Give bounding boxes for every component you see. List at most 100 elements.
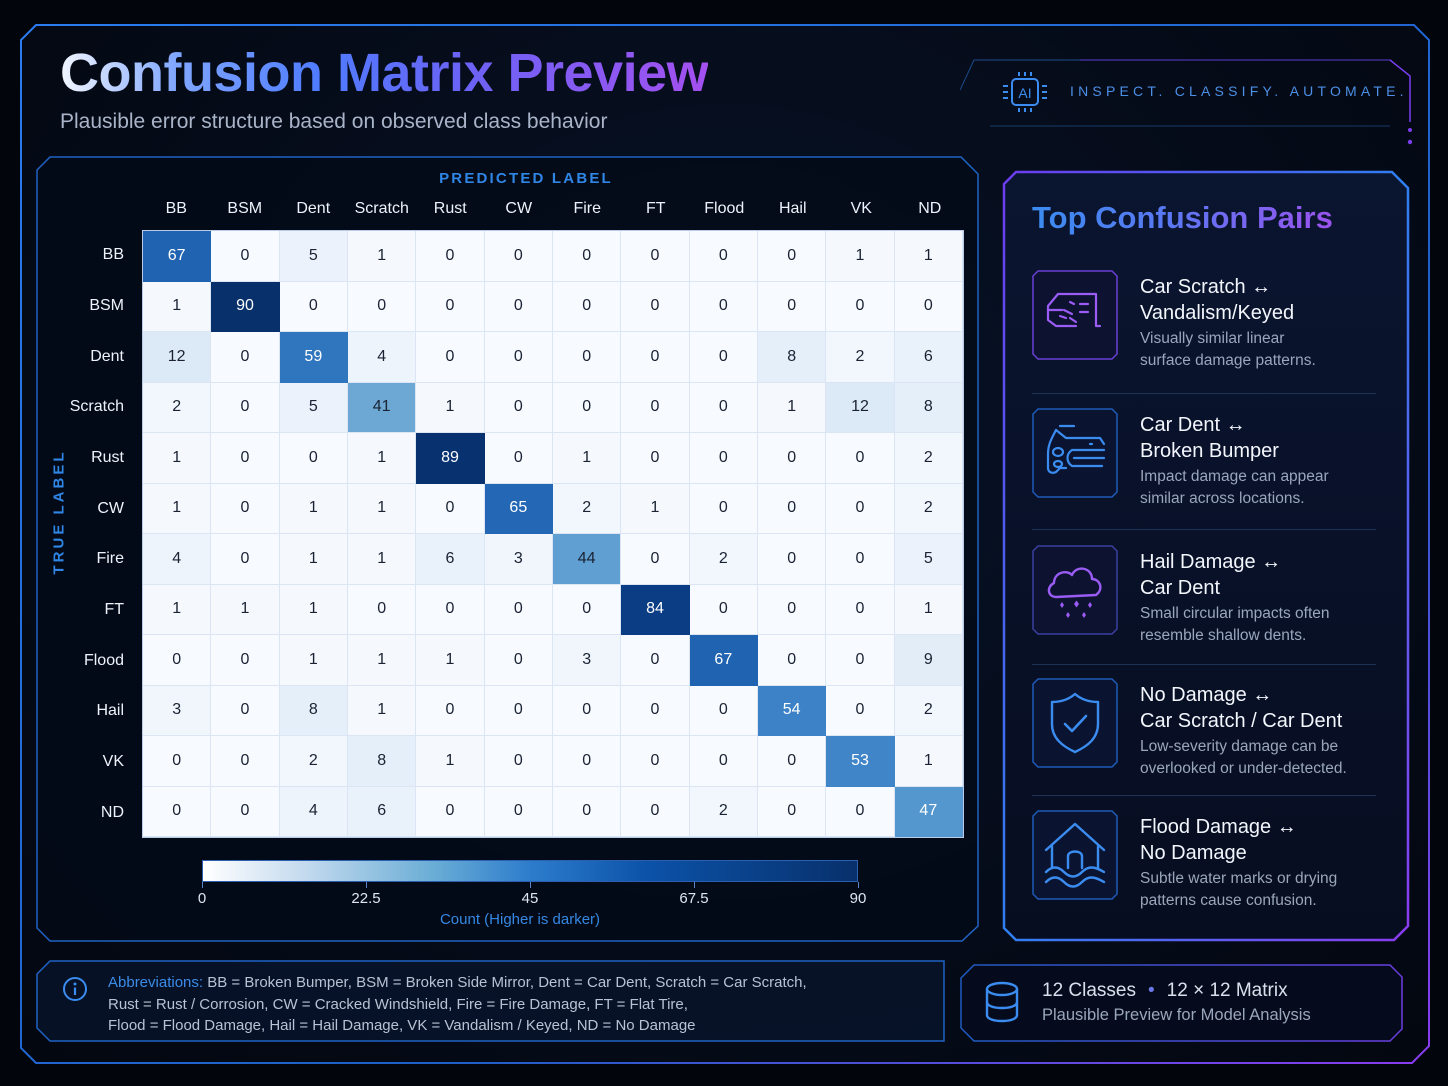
matrix-cell: 0 [689, 382, 758, 433]
matrix-cell: 4 [348, 332, 417, 383]
matrix-cell: 0 [484, 635, 553, 686]
column-header: VK [850, 200, 872, 217]
matrix-cell: 0 [826, 786, 895, 837]
matrix-cell: 1 [348, 483, 417, 534]
ai-chip-icon: AI [1003, 72, 1047, 112]
column-header: BSM [227, 200, 263, 217]
confusion-matrix-grid: 67 0 5 1 0 0 0 0 0 0 1 1 1 90 0 0 0 0 0 0 0 0 0 0 12 0 59 4 0 0 0 0 0 8 2 6… [142, 230, 964, 838]
matrix-cell: 0 [758, 635, 827, 686]
matrix-cell: 0 [758, 483, 827, 534]
matrix-cell: 1 [348, 231, 417, 282]
matrix-cell: 9 [894, 635, 963, 686]
matrix-cell: 0 [211, 685, 280, 736]
matrix-cell: 6 [894, 332, 963, 383]
page-title: Confusion Matrix Preview [60, 43, 709, 103]
matrix-cell: 1 [279, 534, 348, 585]
row-header: VK [102, 753, 124, 771]
row-header: Dent [90, 347, 124, 365]
matrix-cell: 2 [689, 786, 758, 837]
matrix-cell: 3 [484, 534, 553, 585]
matrix-cell: 1 [279, 584, 348, 635]
column-headers: BB BSM Dent Scratch Rust CW Fire FT Flood Hail VK N… [142, 200, 964, 222]
column-header: ND [918, 200, 942, 217]
matrix-cell: 47 [894, 786, 963, 837]
matrix-cell: 2 [279, 736, 348, 787]
matrix-cell: 1 [416, 382, 485, 433]
column-header: CW [505, 200, 533, 217]
matrix-cell: 0 [689, 483, 758, 534]
column-header: Scratch [354, 200, 409, 217]
pair-desc-line1: Subtle water marks or drying [1140, 870, 1338, 887]
matrix-cell: 0 [484, 382, 553, 433]
pair-desc-line1: Visually similar linear [1140, 330, 1285, 347]
matrix-cell: 0 [416, 584, 485, 635]
row-header: Scratch [69, 398, 124, 416]
colorbar-tick-label: 45 [521, 890, 539, 907]
matrix-cell: 1 [348, 433, 417, 484]
matrix-cell: 1 [894, 736, 963, 787]
matrix-cell: 0 [826, 281, 895, 332]
matrix-cell: 0 [621, 534, 690, 585]
matrix-cell: 0 [484, 685, 553, 736]
column-header: Flood [704, 200, 745, 217]
matrix-cell: 0 [484, 433, 553, 484]
matrix-cell: 12 [826, 382, 895, 433]
row-header: CW [97, 499, 124, 517]
abbreviations-label: Abbreviations: [108, 974, 204, 991]
matrix-cell: 0 [348, 584, 417, 635]
matrix-cell: 0 [484, 584, 553, 635]
matrix-cell: 0 [621, 433, 690, 484]
matrix-cell: 2 [894, 433, 963, 484]
matrix-cell: 0 [279, 281, 348, 332]
row-header: BB [102, 246, 124, 264]
colorbar-tick-label: 0 [197, 890, 207, 907]
matrix-cell: 0 [553, 382, 622, 433]
column-header: BB [165, 200, 187, 217]
matrix-cell: 0 [211, 786, 280, 837]
matrix-cell: 1 [621, 483, 690, 534]
matrix-cell: 0 [553, 231, 622, 282]
matrix-cell: 54 [758, 685, 827, 736]
matrix-cell: 0 [621, 685, 690, 736]
matrix-cell: 5 [279, 231, 348, 282]
matrix-cell: 0 [826, 685, 895, 736]
pair-desc-line1: Impact damage can appear [1140, 468, 1329, 485]
matrix-cell: 1 [143, 433, 212, 484]
row-headers: BB BSM Dent Scratch Rust CW Fire FT Flood Hail VK N… [60, 230, 124, 838]
matrix-cell: 0 [348, 281, 417, 332]
pair-title-line2: No Damage [1140, 842, 1247, 864]
pair-desc-line2: similar across locations. [1140, 489, 1305, 507]
matrix-cell: 5 [279, 382, 348, 433]
matrix-cell: 0 [211, 382, 280, 433]
stats-panel [960, 964, 1403, 1042]
colorbar-ticks [202, 882, 859, 890]
matrix-cell: 0 [416, 685, 485, 736]
matrix-cell: 0 [553, 685, 622, 736]
tagline-frame [960, 59, 1412, 145]
matrix-cell: 0 [621, 786, 690, 837]
matrix-cell: 0 [484, 736, 553, 787]
row-header: Rust [91, 449, 124, 467]
matrix-cell: 59 [279, 332, 348, 383]
pairs-title: Top Confusion Pairs [1032, 200, 1333, 235]
matrix-cell: 1 [553, 433, 622, 484]
matrix-cell: 1 [143, 483, 212, 534]
matrix-cell: 84 [621, 584, 690, 635]
matrix-cell: 0 [279, 433, 348, 484]
row-header: Fire [96, 550, 124, 568]
matrix-cell: 6 [416, 534, 485, 585]
matrix-cell: 0 [758, 786, 827, 837]
matrix-cell: 5 [894, 534, 963, 585]
shield-check-icon [1032, 678, 1118, 768]
confusion-pair-item: No Damage ↔ Car Scratch / Car Dent Low-se… [1032, 678, 1376, 812]
matrix-cell: 0 [826, 635, 895, 686]
matrix-cell: 0 [553, 736, 622, 787]
matrix-cell: 0 [143, 635, 212, 686]
info-icon [63, 977, 87, 1001]
matrix-cell: 0 [689, 332, 758, 383]
page-subtitle: Plausible error structure based on obser… [60, 110, 608, 133]
matrix-cell: 0 [143, 736, 212, 787]
matrix-cell: 0 [143, 786, 212, 837]
matrix-cell: 1 [894, 584, 963, 635]
matrix-cell: 0 [211, 736, 280, 787]
